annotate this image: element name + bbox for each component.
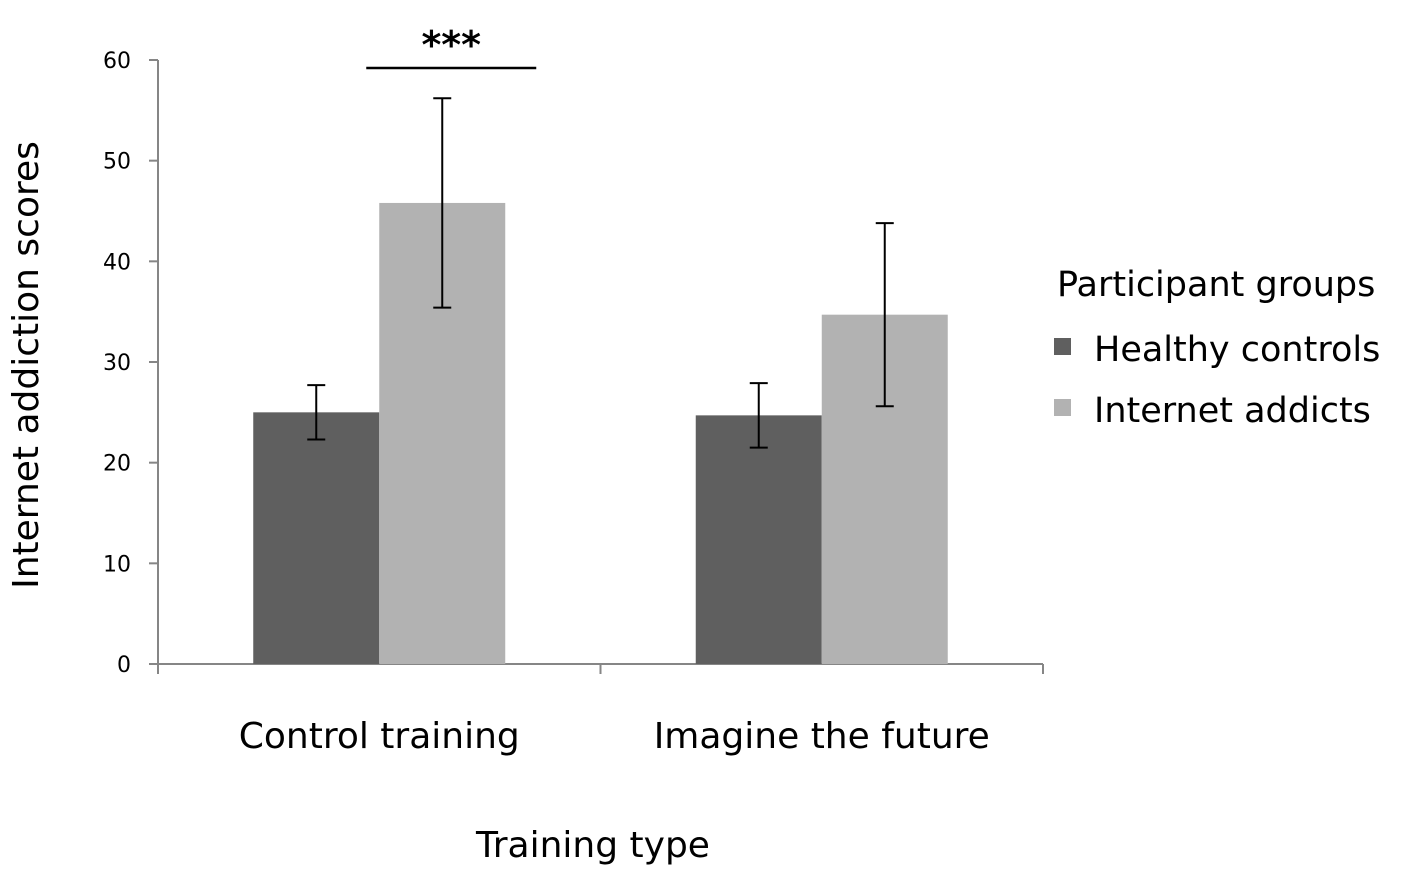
legend-label: Healthy controls xyxy=(1094,330,1380,370)
x-tick-label: Control training xyxy=(239,716,520,757)
legend: Participant groups Healthy controls Inter… xyxy=(1054,265,1380,431)
bar xyxy=(695,415,822,664)
legend-title: Participant groups xyxy=(1057,265,1375,305)
y-tick-label: 60 xyxy=(103,49,131,74)
legend-label: Internet addicts xyxy=(1094,391,1371,431)
y-tick-label: 40 xyxy=(103,250,131,275)
error-bars xyxy=(307,97,894,449)
y-tick-label: 0 xyxy=(117,653,131,678)
significance-stars: *** xyxy=(421,23,481,67)
significance-annotation: *** xyxy=(366,23,537,70)
x-tick-label: Imagine the future xyxy=(654,716,990,757)
legend-swatch xyxy=(1054,399,1071,416)
x-axis-title: Training type xyxy=(475,825,710,866)
y-tick-label: 20 xyxy=(103,452,131,477)
bar xyxy=(253,412,380,664)
y-tick-label: 30 xyxy=(103,351,131,376)
axes: 0 10 20 30 40 50 60 Control training Imagine the… xyxy=(103,49,1044,757)
bars xyxy=(253,202,948,665)
y-axis-title: Internet addiction scores xyxy=(6,141,47,589)
y-tick-label: 50 xyxy=(103,150,131,175)
y-tick-label: 10 xyxy=(103,552,131,577)
legend-swatch xyxy=(1054,338,1071,355)
